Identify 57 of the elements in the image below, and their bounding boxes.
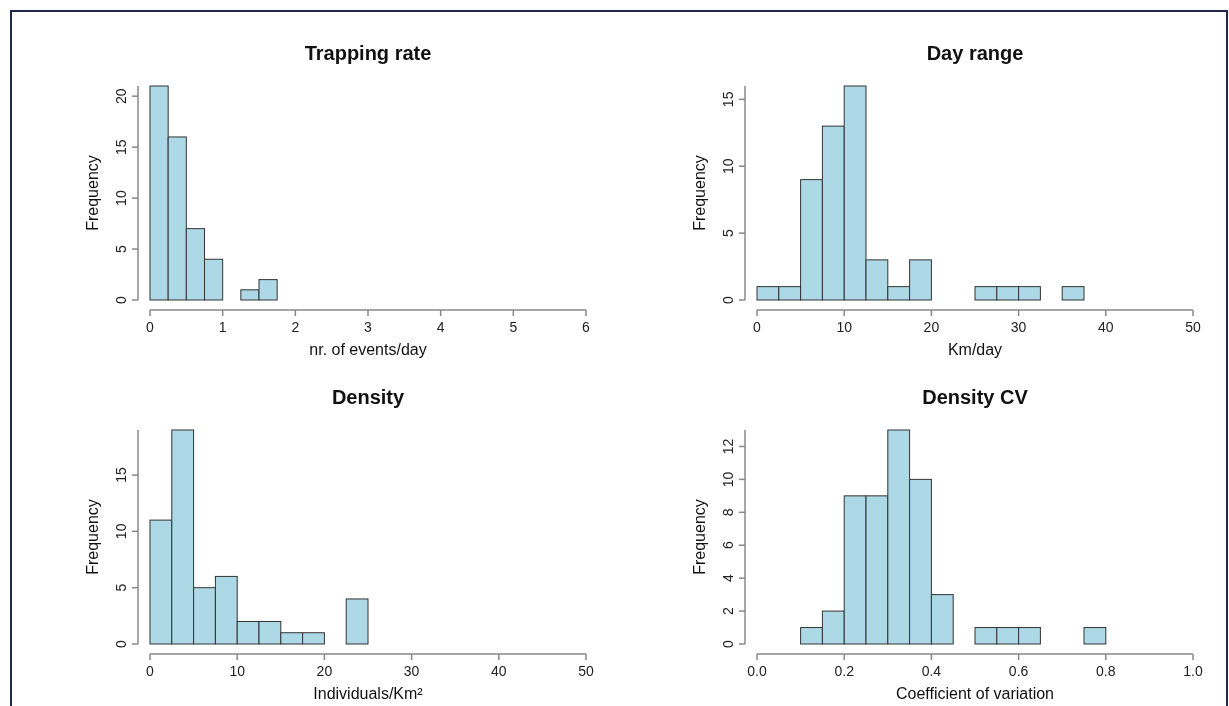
y-tick-label: 0 <box>113 295 129 304</box>
y-tick-label: 12 <box>720 438 736 455</box>
y-tick-label: 4 <box>720 574 736 583</box>
y-tick-label: 20 <box>113 88 129 104</box>
y-tick-label: 10 <box>720 158 736 175</box>
y-tick-label: 8 <box>720 508 736 517</box>
x-tick-label: 40 <box>1098 319 1114 335</box>
y-tick-label: 15 <box>720 91 736 108</box>
x-axis-title: Individuals/Km² <box>313 685 424 702</box>
y-tick-label: 15 <box>113 467 129 483</box>
y-tick-label: 6 <box>720 541 736 550</box>
y-tick-label: 5 <box>113 583 129 592</box>
x-tick-label: 0.2 <box>834 663 855 679</box>
y-tick-label: 5 <box>720 229 736 238</box>
x-axis-title: Km/day <box>947 341 1003 358</box>
y-tick-label: 10 <box>720 471 736 488</box>
x-tick-label: 2 <box>291 319 300 335</box>
x-tick-label: 0.8 <box>1096 663 1116 679</box>
x-tick-label: 4 <box>436 319 445 335</box>
y-tick-label: 0 <box>720 295 736 304</box>
chart-title: Day range <box>926 42 1024 64</box>
x-tick-label: 0 <box>146 663 155 679</box>
x-axis-title: nr. of events/day <box>309 341 427 358</box>
x-tick-label: 30 <box>1010 319 1027 335</box>
chart-title: Trapping rate <box>304 42 432 64</box>
x-axis-title: Coefficient of variation <box>895 685 1055 702</box>
y-axis-title: Frequency <box>84 155 101 231</box>
y-axis-title: Frequency <box>84 499 101 575</box>
y-tick-label: 5 <box>113 244 129 253</box>
x-tick-label: 50 <box>1185 319 1201 335</box>
x-tick-label: 5 <box>509 319 518 335</box>
x-tick-label: 0 <box>146 319 155 335</box>
x-tick-label: 10 <box>836 319 853 335</box>
x-tick-label: 10 <box>229 663 246 679</box>
x-tick-label: 20 <box>316 663 333 679</box>
chart-title: Density CV <box>922 386 1029 408</box>
x-tick-label: 30 <box>403 663 420 679</box>
x-tick-label: 1.0 <box>1183 663 1203 679</box>
y-tick-label: 0 <box>113 639 129 648</box>
y-tick-label: 0 <box>720 639 736 648</box>
y-tick-label: 10 <box>113 190 129 206</box>
y-axis-title: Frequency <box>691 499 708 575</box>
x-tick-label: 0.6 <box>1008 663 1029 679</box>
y-tick-label: 10 <box>113 523 129 540</box>
x-tick-label: 0.4 <box>921 663 942 679</box>
x-tick-label: 40 <box>491 663 507 679</box>
y-tick-label: 2 <box>720 606 736 615</box>
x-tick-label: 6 <box>582 319 591 335</box>
x-tick-label: 0 <box>753 319 762 335</box>
x-tick-label: 20 <box>923 319 940 335</box>
x-tick-label: 1 <box>218 319 227 335</box>
y-tick-label: 15 <box>113 139 129 155</box>
x-tick-label: 0.0 <box>747 663 767 679</box>
y-axis-title: Frequency <box>691 155 708 231</box>
x-tick-label: 3 <box>364 319 373 335</box>
chart-title: Density <box>331 386 405 408</box>
x-tick-label: 50 <box>578 663 594 679</box>
